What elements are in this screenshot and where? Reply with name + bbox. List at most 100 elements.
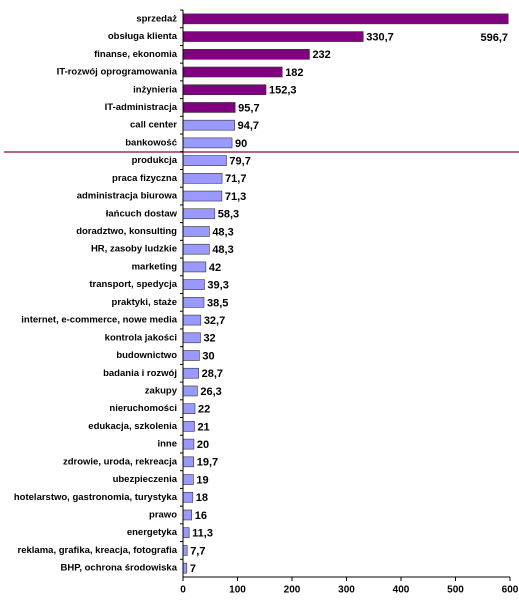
category-label: IT-rozwój oprogramowania [57, 67, 178, 78]
value-label: 596,7 [480, 32, 508, 44]
bar [182, 350, 200, 361]
value-label: 28,7 [202, 368, 223, 380]
bar [182, 13, 509, 25]
category-label: prawo [149, 510, 177, 521]
category-label: bankowość [125, 137, 177, 148]
bar [182, 385, 198, 397]
value-label: 48,3 [212, 244, 233, 256]
x-tick-label: 400 [393, 585, 410, 596]
bar [182, 367, 199, 379]
value-label: 32,7 [204, 315, 225, 327]
bar [182, 332, 201, 344]
bar [182, 403, 196, 414]
category-label: zdrowie, uroda, rekreacja [63, 456, 178, 467]
category-label: edukacja, szkolenia [88, 421, 177, 432]
bar [182, 31, 364, 42]
category-label: transport, spedycja [89, 279, 177, 290]
category-label: doradztwo, konsulting [76, 226, 177, 237]
category-label: hotelarstwo, gastronomia, turystyka [14, 492, 178, 503]
x-tick-label: 300 [338, 585, 355, 596]
value-label: 152,3 [269, 85, 297, 97]
value-label: 42 [209, 262, 221, 274]
category-label: łańcuch dostaw [106, 208, 178, 219]
category-label: IT-administracja [105, 102, 178, 113]
value-label: 19 [196, 474, 208, 486]
value-label: 20 [197, 439, 209, 451]
category-label: call center [130, 120, 177, 131]
category-label: inne [157, 439, 177, 450]
category-label: reklama, grafika, kreacja, fotografia [18, 545, 178, 556]
category-label: marketing [132, 261, 178, 272]
bar [182, 243, 210, 255]
value-label: 11,3 [192, 528, 213, 540]
bar [182, 226, 210, 237]
value-label: 48,3 [212, 226, 233, 238]
category-label: zakupy [145, 385, 178, 396]
bar [182, 102, 236, 113]
category-label: sprzedaż [136, 13, 177, 24]
bar [182, 279, 205, 290]
value-label: 94,7 [238, 120, 259, 132]
bar [182, 527, 190, 539]
bar [182, 66, 283, 78]
value-label: 330,7 [366, 31, 394, 43]
bar [182, 509, 193, 521]
category-label: energetyka [127, 527, 178, 538]
value-label: 79,7 [229, 156, 250, 168]
category-label: produkcja [132, 155, 178, 166]
category-label: administracja biurowa [77, 191, 178, 202]
bar [182, 421, 195, 432]
category-label: ubezpieczenia [113, 474, 178, 485]
category-label: inżynieria [133, 84, 178, 95]
bar [182, 562, 188, 574]
category-label: praca fizyczna [112, 173, 178, 184]
value-label: 71,3 [225, 191, 246, 203]
category-label: BHP, ochrona środowiska [61, 563, 178, 574]
category-label: nieruchomości [109, 403, 177, 414]
bar [182, 119, 235, 131]
value-label: 182 [285, 67, 303, 79]
value-label: 16 [195, 510, 207, 522]
value-label: 90 [235, 138, 247, 150]
category-label: HR, zasoby ludzkie [91, 244, 177, 255]
x-tick-label: 0 [180, 585, 186, 596]
bar [182, 173, 223, 184]
bar [182, 438, 195, 450]
category-label: obsługa klienta [108, 31, 178, 42]
category-label: internet, e-commerce, nowe media [21, 315, 177, 326]
x-tick-label: 500 [447, 585, 464, 596]
bar [182, 474, 194, 485]
value-label: 19,7 [197, 457, 218, 469]
category-label: badania i rozwój [103, 368, 177, 379]
bar [182, 190, 223, 202]
value-label: 58,3 [218, 209, 239, 221]
bar [182, 48, 310, 60]
bar [182, 545, 188, 556]
bar [182, 297, 205, 308]
value-label: 232 [312, 49, 330, 61]
bar [182, 155, 227, 166]
x-tick-label: 200 [284, 585, 301, 596]
bar [182, 208, 216, 220]
category-label: kontrola jakości [105, 332, 177, 343]
value-label: 32 [203, 333, 215, 345]
category-label: budownictwo [116, 350, 177, 361]
value-label: 18 [196, 492, 208, 504]
value-label: 38,5 [207, 297, 228, 309]
value-label: 71,7 [225, 173, 246, 185]
value-label: 22 [198, 404, 210, 416]
value-label: 95,7 [238, 102, 259, 114]
value-label: 30 [202, 350, 214, 362]
value-label: 26,3 [200, 386, 221, 398]
bar [182, 456, 195, 468]
category-label: praktyki, staże [112, 297, 177, 308]
x-tick-label: 100 [229, 585, 246, 596]
value-label: 7 [190, 563, 196, 575]
bar [182, 261, 207, 273]
x-tick-label: 600 [502, 585, 519, 596]
value-label: 7,7 [190, 545, 205, 557]
bar [182, 314, 202, 326]
bar [182, 137, 233, 149]
